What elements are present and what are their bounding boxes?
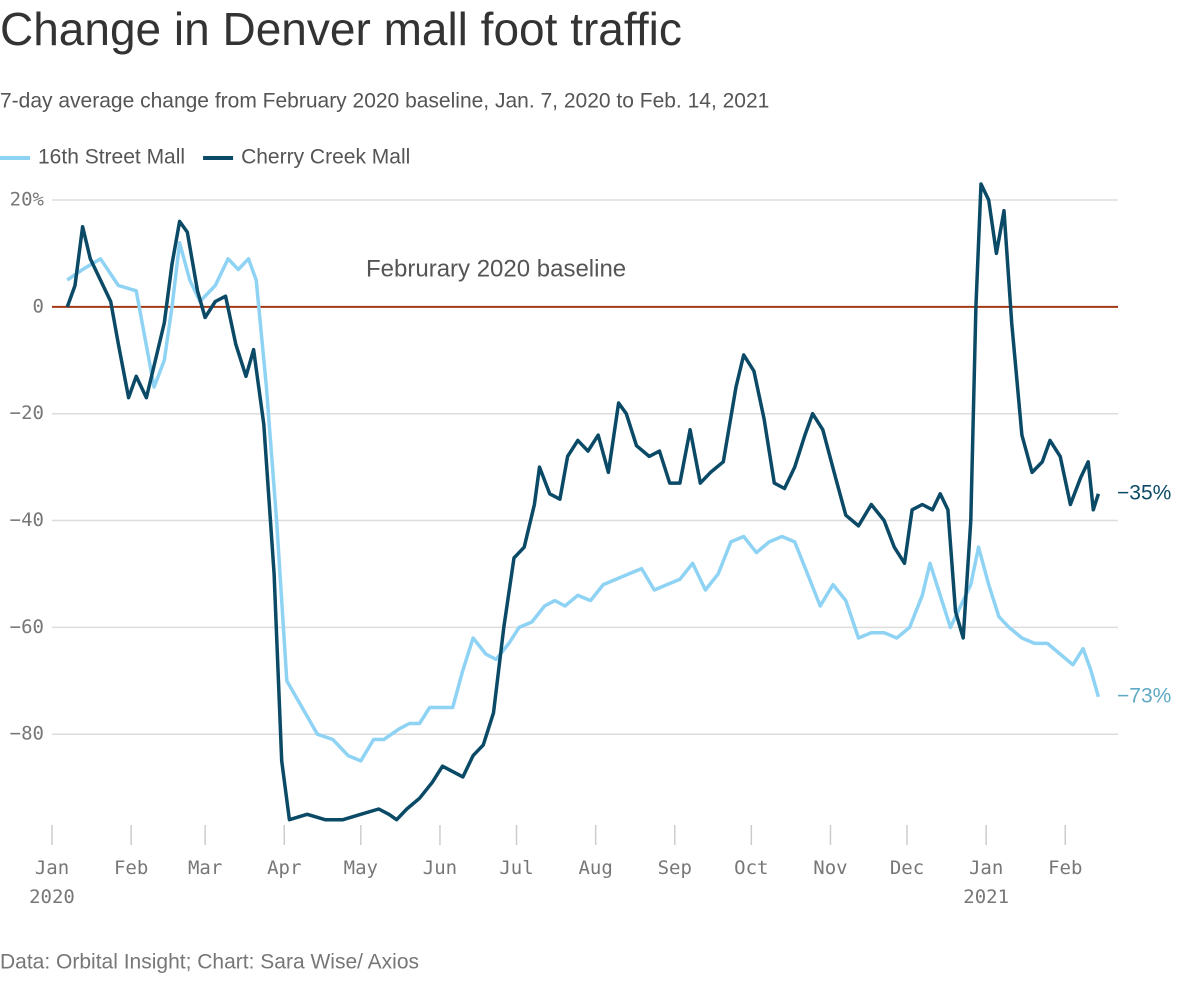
series-line bbox=[65, 182, 1101, 822]
x-tick-label: Sep bbox=[658, 857, 692, 879]
chart-title: Change in Denver mall foot traffic bbox=[0, 3, 682, 55]
chart-subtitle: 7-day average change from February 2020 … bbox=[0, 90, 769, 113]
x-tick-label: Apr bbox=[267, 857, 301, 879]
x-tick-label: May bbox=[344, 857, 378, 879]
y-tick-label: −60 bbox=[10, 616, 44, 638]
end-value-label: −35% bbox=[1117, 481, 1171, 504]
x-tick-label: Nov bbox=[813, 857, 847, 879]
x-tick-label: Oct bbox=[734, 857, 768, 879]
x-tick-label: Mar bbox=[188, 857, 222, 879]
y-tick-label: −40 bbox=[10, 509, 44, 531]
y-tick-label: 0 bbox=[33, 295, 44, 317]
y-tick-label: −20 bbox=[10, 402, 44, 424]
x-tick-label: Dec bbox=[890, 857, 924, 879]
x-tick-label: Aug bbox=[578, 857, 612, 879]
end-value-label: −73% bbox=[1117, 684, 1171, 707]
y-tick-label: 20% bbox=[10, 189, 45, 211]
x-tick-label: Jun bbox=[423, 857, 457, 879]
source-note: Data: Orbital Insight; Chart: Sara Wise/… bbox=[0, 951, 419, 974]
x-tick-label: Jul bbox=[499, 857, 533, 879]
legend-label: 16th Street Mall bbox=[38, 146, 185, 169]
legend-label: Cherry Creek Mall bbox=[241, 146, 410, 169]
x-tick-label: Jan 2021 bbox=[963, 857, 1009, 908]
x-tick-label: Feb bbox=[1048, 857, 1082, 879]
baseline-label: Februrary 2020 baseline bbox=[366, 255, 626, 282]
x-tick-label: Jan 2020 bbox=[29, 857, 75, 908]
x-tick-label: Feb bbox=[114, 857, 148, 879]
y-tick-label: −80 bbox=[10, 723, 44, 745]
series-line bbox=[66, 241, 1101, 763]
